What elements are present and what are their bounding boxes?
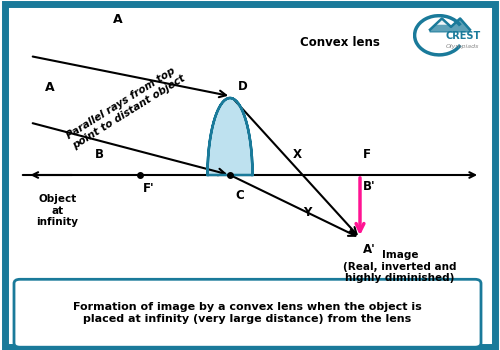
Text: A: A	[45, 81, 55, 94]
Text: B': B'	[362, 180, 375, 193]
Text: Convex lens: Convex lens	[300, 35, 380, 49]
Text: A: A	[112, 13, 122, 26]
Text: Formation of image by a convex lens when the object is
placed at infinity (very : Formation of image by a convex lens when…	[73, 302, 422, 324]
Text: Y: Y	[304, 206, 312, 219]
Text: D: D	[238, 80, 248, 93]
Text: C: C	[235, 189, 244, 202]
Polygon shape	[208, 98, 252, 175]
Text: F: F	[362, 148, 370, 161]
Text: Parallel rays from top
point to distant object: Parallel rays from top point to distant …	[65, 63, 188, 150]
Text: Object
at
infinity: Object at infinity	[36, 194, 78, 228]
Text: Image
(Real, inverted and
highly diminished): Image (Real, inverted and highly diminis…	[343, 250, 457, 284]
Text: F': F'	[142, 182, 154, 195]
FancyBboxPatch shape	[14, 279, 481, 347]
Text: X: X	[293, 148, 302, 161]
Text: B: B	[95, 148, 104, 161]
Text: A': A'	[362, 243, 375, 256]
